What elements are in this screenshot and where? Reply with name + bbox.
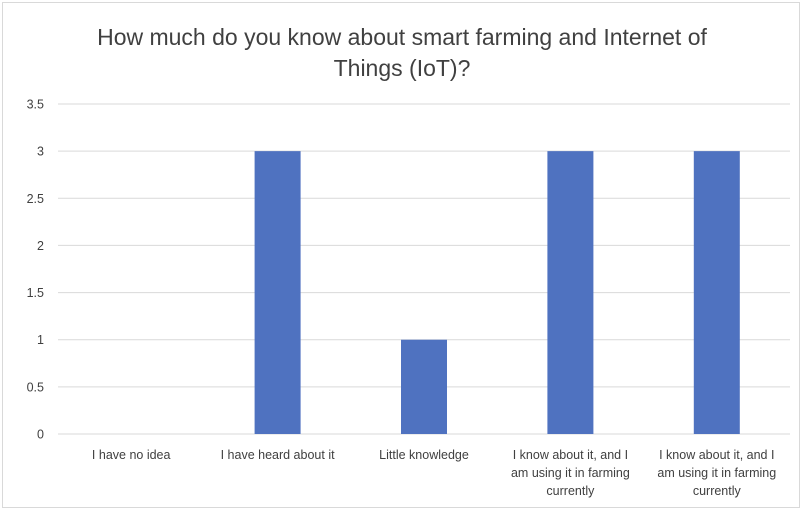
y-tick-label: 3.5 (27, 98, 44, 112)
x-category-label: Little knowledge (379, 448, 469, 462)
y-tick-label: 1 (37, 333, 44, 347)
y-tick-label: 2.5 (27, 192, 44, 206)
x-category-label: I have no idea (92, 448, 171, 462)
x-category-label: am using it in farming (511, 466, 630, 480)
x-category-label: I have heard about it (221, 448, 335, 462)
chart-title: How much do you know about smart farming… (97, 24, 707, 81)
x-category-label: I know about it, and I (513, 448, 628, 462)
y-tick-label: 0.5 (27, 380, 44, 394)
bar (254, 151, 301, 434)
y-tick-label: 2 (37, 239, 44, 253)
bar (547, 151, 594, 434)
y-tick-label: 1.5 (27, 286, 44, 300)
y-tick-label: 3 (37, 145, 44, 159)
x-category-label: I know about it, and I (659, 448, 774, 462)
x-category-label: am using it in farming (657, 466, 776, 480)
x-category-label: currently (693, 484, 742, 498)
x-category-label: currently (546, 484, 595, 498)
bar (401, 339, 447, 434)
y-tick-label: 0 (37, 428, 44, 442)
bar (693, 151, 740, 434)
